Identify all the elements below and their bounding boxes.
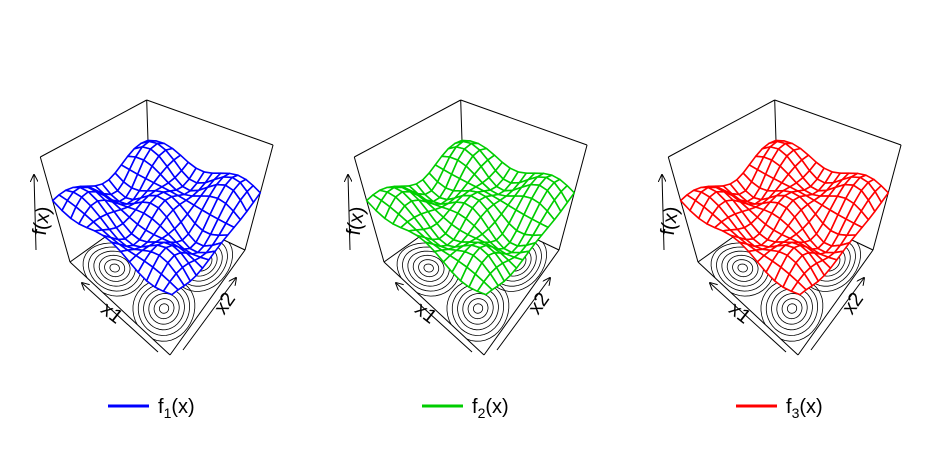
surface xyxy=(51,139,262,296)
contour-line xyxy=(457,288,499,331)
box-edge xyxy=(146,99,274,146)
legend-sub: 2 xyxy=(478,405,486,421)
box-edge xyxy=(774,99,902,146)
legend-name: f xyxy=(472,396,478,418)
box-edge xyxy=(69,261,171,356)
z-axis-label: f(x) xyxy=(29,205,56,237)
legend-arg: (x) xyxy=(799,396,822,418)
legend-label: f1(x) xyxy=(158,396,195,421)
contour-line xyxy=(143,288,185,331)
box-edge xyxy=(353,156,385,263)
legend-name: f xyxy=(786,396,792,418)
surface xyxy=(365,139,576,296)
box-edge xyxy=(39,156,71,263)
x-axis-label: x1 xyxy=(411,298,441,328)
box-edge xyxy=(558,144,588,251)
contour-line xyxy=(776,293,808,325)
box-edge xyxy=(169,249,246,356)
surface-cell xyxy=(162,280,179,296)
box-edge xyxy=(668,99,775,158)
legend-arg: (x) xyxy=(171,396,194,418)
surface xyxy=(679,139,890,296)
z-axis-label: f(x) xyxy=(657,205,684,237)
box-edge xyxy=(354,99,461,158)
contour-line xyxy=(732,259,754,278)
contour-line xyxy=(109,263,120,273)
box-edge xyxy=(460,99,588,146)
axis-arrow xyxy=(396,283,473,353)
axis-arrow xyxy=(810,278,864,351)
contour-line xyxy=(158,303,170,314)
contour-line xyxy=(423,263,434,273)
box-edge xyxy=(872,144,902,251)
contour-line xyxy=(462,293,494,325)
contour-line xyxy=(726,254,759,282)
contour-line xyxy=(148,293,180,325)
x-axis-label: x1 xyxy=(725,298,755,328)
box-edge xyxy=(244,144,274,251)
contour-line xyxy=(412,254,445,282)
box-edge xyxy=(40,99,147,158)
legend-label: f3(x) xyxy=(786,396,823,421)
axis-arrow xyxy=(82,283,159,353)
contour-line xyxy=(418,259,440,278)
legend-label: f2(x) xyxy=(472,396,509,421)
axis-arrow xyxy=(348,175,350,251)
legend-name: f xyxy=(158,396,164,418)
contour-line xyxy=(771,288,813,331)
legend-sub: 3 xyxy=(792,405,800,421)
axis-arrow xyxy=(182,278,236,351)
contour-line xyxy=(153,298,175,320)
axis-arrow xyxy=(34,175,36,251)
box-edge xyxy=(797,249,874,356)
contour-line xyxy=(781,298,803,320)
surface-cell xyxy=(476,280,493,296)
contour-line xyxy=(472,303,484,314)
contour-line xyxy=(467,298,489,320)
surface-cell xyxy=(790,280,807,296)
legend-arg: (x) xyxy=(485,396,508,418)
legend-sub: 1 xyxy=(164,405,172,421)
contour-line xyxy=(737,263,748,273)
box-edge xyxy=(483,249,560,356)
contour-line xyxy=(98,254,131,282)
axis-arrow xyxy=(662,175,664,251)
x-axis-label: x1 xyxy=(97,298,127,328)
axis-arrow xyxy=(710,283,787,353)
box-edge xyxy=(667,156,699,263)
contour-line xyxy=(786,303,798,314)
z-axis-label: f(x) xyxy=(343,205,370,237)
axis-arrow xyxy=(496,278,550,351)
contour-line xyxy=(104,259,126,278)
